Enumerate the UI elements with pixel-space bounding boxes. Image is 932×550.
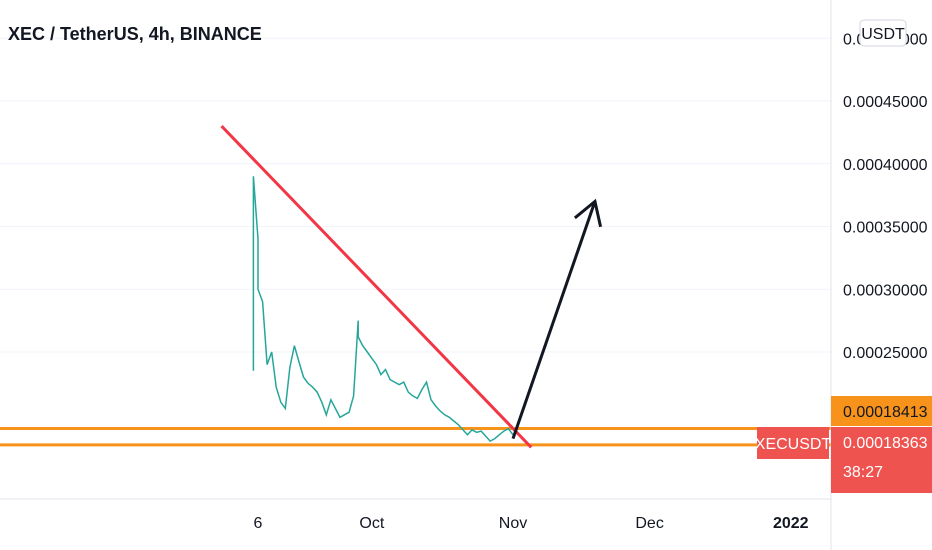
price-tag-value: 0.00018413 xyxy=(843,404,928,421)
symbol-tag: XECUSDT xyxy=(755,427,832,459)
current-price-tag: 0.00018363 38:27 xyxy=(831,427,932,493)
current-price-value: 0.00018363 xyxy=(843,435,928,452)
price-tick-label: 0.00030000 xyxy=(843,282,928,299)
price-tick-label: 0.00035000 xyxy=(843,220,928,237)
price-tick-label: 0.00025000 xyxy=(843,345,928,362)
grid xyxy=(0,37,831,353)
time-tick-label: Oct xyxy=(359,515,384,532)
arrow-shaft xyxy=(511,200,597,440)
bar-countdown: 38:27 xyxy=(843,464,883,481)
time-tick-label: 6 xyxy=(254,515,263,532)
chart-title: XEC / TetherUS, 4h, BINANCE xyxy=(8,24,262,44)
time-tick-label: 2022 xyxy=(773,515,809,532)
descending-trendline[interactable] xyxy=(220,125,533,449)
projection-arrow[interactable] xyxy=(511,198,603,440)
horizontal-levels xyxy=(0,427,831,447)
time-tick-label: Dec xyxy=(635,515,663,532)
symbol-tag-label: XECUSDT xyxy=(755,436,832,453)
price-candles xyxy=(252,176,514,443)
unit-badge[interactable]: USDT xyxy=(859,19,907,47)
arrow-head xyxy=(573,198,603,228)
price-tick-label: 0.00040000 xyxy=(843,157,928,174)
last-price-tag: 0.00018413 xyxy=(831,396,932,426)
price-tick-label: 0.00045000 xyxy=(843,94,928,111)
unit-label: USDT xyxy=(861,26,905,43)
time-axis[interactable]: 6 Oct Nov Dec 2022 xyxy=(254,515,809,532)
time-tick-label: Nov xyxy=(499,515,527,532)
